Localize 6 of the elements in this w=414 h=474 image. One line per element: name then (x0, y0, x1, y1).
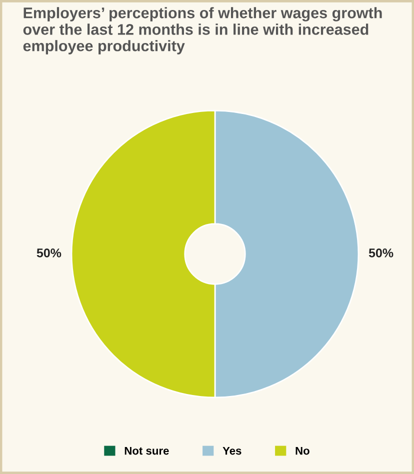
legend-label: No (296, 446, 310, 455)
legend-label: Yes (222, 446, 242, 455)
data-label: 50% (368, 248, 394, 258)
chart-title: Employers’ perceptions of whether wages growth over the last 12 months is in line with increased employee productivity (23, 7, 382, 54)
legend-label: Not sure (124, 446, 169, 455)
data-label: 50% (36, 248, 62, 258)
